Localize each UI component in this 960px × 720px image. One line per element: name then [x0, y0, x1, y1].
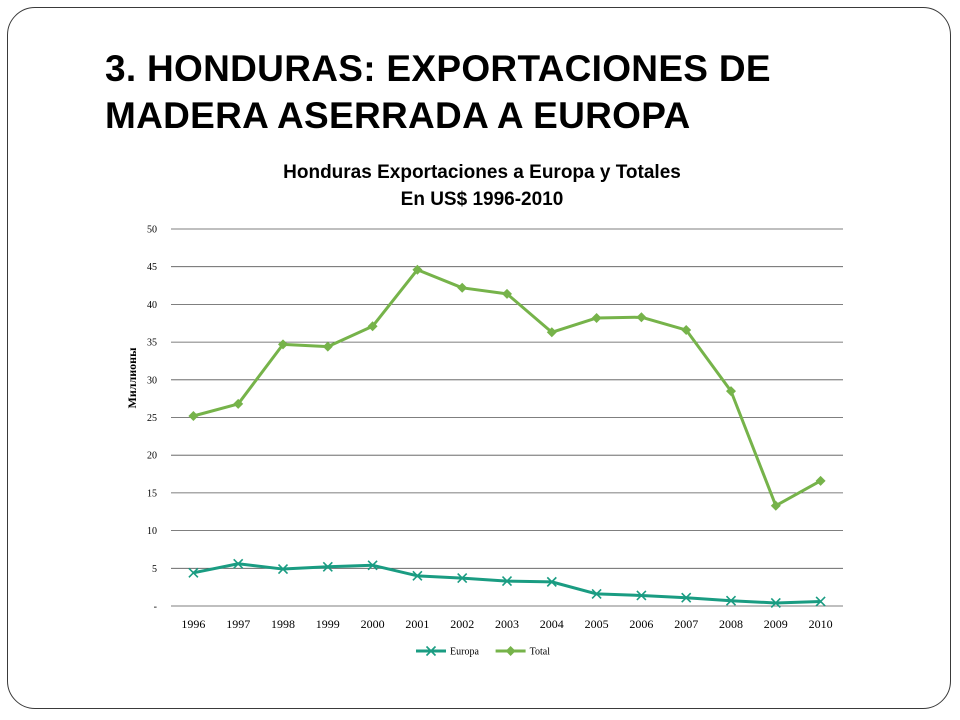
slide-title: 3. HONDURAS: EXPORTACIONES DE MADERA ASE… [105, 45, 925, 139]
slide-frame [7, 7, 951, 709]
x-tick-label: 1998 [271, 617, 295, 631]
x-tick-label: 2007 [674, 617, 698, 631]
data-point-europa [277, 563, 289, 575]
y-tick-label: - [154, 602, 157, 613]
x-axis-ticks: 1996 1997 1998 1999 2000 2001 2002 2003 2004 2005… [181, 617, 832, 631]
data-point-total [457, 282, 468, 293]
legend-swatch-marker [425, 645, 437, 657]
y-tick-label: 5 [152, 564, 157, 575]
data-point-total [815, 475, 826, 486]
x-tick-label: 2000 [361, 617, 385, 631]
data-point-total [502, 288, 512, 299]
series-europa [188, 558, 826, 609]
y-tick-label: 10 [147, 526, 157, 537]
x-tick-label: 2006 [629, 617, 653, 631]
x-tick-label: 2010 [809, 617, 833, 631]
y-tick-label: 20 [147, 451, 157, 462]
data-point-europa [815, 596, 826, 607]
data-point-total [546, 327, 557, 338]
data-point-total [233, 398, 244, 409]
y-tick-label: 15 [147, 488, 157, 499]
x-tick-label: 2005 [585, 617, 609, 631]
legend-label: Europa [450, 647, 479, 658]
y-tick-label: 45 [147, 262, 157, 273]
slide-title-line-1: 3. HONDURAS: EXPORTACIONES DE [105, 48, 771, 89]
chart-title-line-2: En US$ 1996-2010 [401, 189, 564, 210]
y-tick-label: 25 [147, 413, 157, 424]
x-tick-label: 2008 [719, 617, 743, 631]
x-tick-label: 2009 [764, 617, 788, 631]
data-point-europa [367, 560, 378, 571]
data-point-europa [457, 573, 468, 584]
x-tick-label: 1999 [316, 617, 340, 631]
series-layer [188, 264, 826, 609]
grid-lines [171, 228, 843, 607]
data-point-total [367, 321, 378, 332]
data-point-europa [681, 592, 692, 603]
data-point-total [681, 325, 692, 336]
data-point-total [591, 312, 602, 323]
legend-label: Total [530, 647, 551, 658]
data-point-europa [322, 561, 333, 572]
data-point-europa [546, 576, 557, 587]
y-tick-label: 50 [147, 225, 157, 236]
data-point-total [412, 264, 423, 275]
chart-title-line-1: Honduras Exportaciones a Europa y Totale… [283, 162, 681, 183]
data-point-europa [233, 558, 244, 569]
series-line-total [193, 268, 822, 508]
x-tick-label: 2003 [495, 617, 519, 631]
slide-title-line-2: MADERA ASERRADA A EUROPA [105, 95, 691, 136]
y-tick-label: 30 [147, 375, 157, 386]
data-point-total [278, 339, 288, 350]
data-point-europa [725, 595, 737, 606]
y-axis-label: Миллионы [125, 347, 139, 409]
legend-item-total: Total [495, 646, 551, 658]
data-point-europa [770, 597, 781, 609]
data-point-total [726, 386, 736, 397]
data-point-europa [188, 567, 199, 578]
legend-swatch-marker [505, 646, 516, 656]
legend: Europa Total [416, 645, 551, 658]
legend-item-europa: Europa [416, 645, 479, 658]
data-point-total [188, 410, 199, 421]
y-tick-label: 40 [147, 300, 157, 311]
data-point-europa [501, 576, 513, 587]
data-point-europa [591, 588, 602, 600]
data-point-total [770, 500, 781, 511]
y-axis-ticks: - 5 10 15 20 25 30 35 40 45 50 [147, 225, 157, 613]
x-tick-label: 2001 [405, 617, 429, 631]
data-point-europa [412, 570, 423, 581]
series-total [188, 264, 826, 511]
x-tick-label: 2002 [450, 617, 474, 631]
data-point-total [636, 312, 647, 323]
x-tick-label: 1997 [226, 617, 250, 631]
data-point-europa [636, 590, 647, 601]
data-point-total [322, 341, 333, 352]
x-tick-label: 2004 [540, 617, 564, 631]
x-tick-label: 1996 [181, 617, 205, 631]
y-tick-label: 35 [147, 338, 157, 349]
